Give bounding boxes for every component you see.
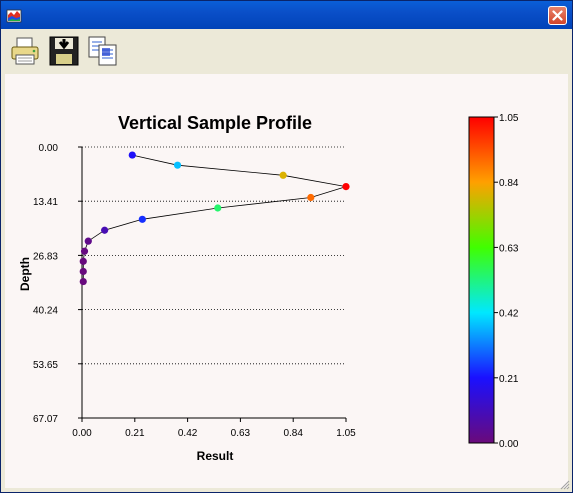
data-point: [84, 237, 92, 245]
close-button[interactable]: [548, 6, 567, 25]
y-tick-label: 67.07: [33, 414, 58, 425]
print-button[interactable]: [8, 34, 42, 68]
profile-chart: Vertical Sample Profile Result Depth 0.0…: [18, 113, 519, 463]
y-tick-label: 53.65: [33, 360, 58, 371]
data-point: [128, 151, 136, 159]
chart-app-icon: [6, 9, 22, 23]
data-point: [80, 247, 89, 255]
resize-grip[interactable]: [558, 478, 570, 490]
y-tick-label: 26.83: [33, 251, 58, 262]
save-button[interactable]: [47, 34, 81, 68]
toolbar: [1, 29, 572, 74]
colorbar-tick-label: 0.21: [499, 374, 519, 385]
data-point: [79, 267, 87, 276]
data-point: [138, 215, 146, 223]
copy-icon: [88, 36, 117, 66]
colorbar-tick-label: 1.05: [499, 113, 519, 124]
chart-title: Vertical Sample Profile: [118, 113, 312, 133]
x-tick-label: 0.84: [283, 428, 303, 439]
copy-button[interactable]: [86, 34, 120, 68]
y-axis-label: Depth: [18, 257, 32, 291]
data-point: [342, 182, 350, 191]
y-tick-label: 40.24: [33, 306, 58, 317]
data-point: [79, 257, 87, 265]
colorbar-tick-label: 0.84: [499, 178, 519, 189]
colorbar-tick-label: 0.00: [499, 439, 519, 450]
data-point: [214, 204, 222, 212]
x-tick-label: 1.05: [336, 428, 356, 439]
x-axis-label: Result: [197, 449, 234, 463]
data-point: [79, 277, 87, 286]
y-tick-label: 13.41: [33, 197, 58, 208]
profile-line: [82, 154, 347, 282]
data-point: [279, 171, 287, 179]
x-tick-label: 0.21: [125, 428, 145, 439]
data-point: [173, 161, 182, 169]
print-icon: [11, 37, 39, 65]
colorbar-tick-label: 0.63: [499, 243, 519, 254]
title-bar[interactable]: [1, 1, 572, 29]
data-point: [307, 193, 315, 202]
chart-area: Vertical Sample Profile Result Depth 0.0…: [5, 74, 568, 488]
data-point: [101, 226, 109, 234]
close-icon: [552, 10, 563, 21]
save-icon: [49, 36, 79, 66]
colorbar: [468, 116, 495, 444]
x-tick-label: 0.63: [231, 428, 251, 439]
colorbar-tick-label: 0.42: [499, 309, 519, 320]
x-tick-label: 0.00: [72, 428, 92, 439]
x-tick-label: 0.42: [178, 428, 198, 439]
y-tick-label: 0.00: [39, 143, 59, 154]
